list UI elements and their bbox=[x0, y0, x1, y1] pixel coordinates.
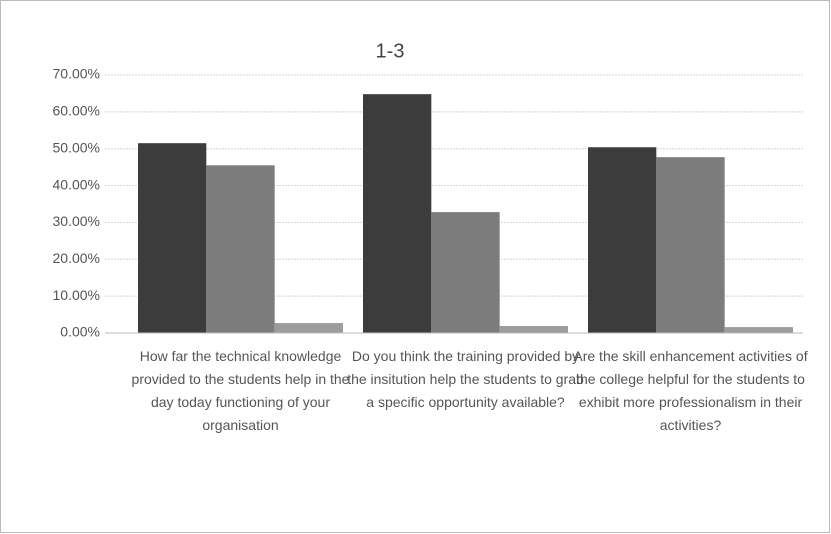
bar bbox=[499, 325, 568, 333]
x-tick-label-box: How far the technical knowledge provided… bbox=[131, 348, 350, 433]
bar bbox=[206, 165, 275, 333]
bar bbox=[588, 147, 657, 333]
x-tick-label: How far the technical knowledge provided… bbox=[131, 348, 350, 433]
x-tick-label: Are the skill enhancement activities of … bbox=[573, 348, 808, 433]
y-tick-label: 0.00% bbox=[60, 324, 100, 340]
bar bbox=[724, 327, 793, 333]
x-tick-label: Do you think the training provided by th… bbox=[347, 348, 584, 410]
bar bbox=[274, 323, 343, 333]
bar bbox=[138, 143, 207, 333]
y-tick-label: 20.00% bbox=[53, 250, 100, 266]
y-tick-label: 50.00% bbox=[53, 139, 100, 155]
chart-title: 1-3 bbox=[376, 40, 405, 62]
x-tick-label-box: Do you think the training provided by th… bbox=[347, 348, 584, 410]
y-tick-label: 10.00% bbox=[53, 287, 100, 303]
y-tick-label: 70.00% bbox=[53, 66, 100, 82]
y-tick-label: 40.00% bbox=[53, 176, 100, 192]
y-tick-label: 60.00% bbox=[53, 103, 100, 119]
y-tick-label: 30.00% bbox=[53, 213, 100, 229]
x-tick-label-box: Are the skill enhancement activities of … bbox=[573, 348, 808, 433]
bar bbox=[656, 157, 725, 333]
bar bbox=[431, 212, 500, 333]
bar bbox=[363, 94, 432, 333]
